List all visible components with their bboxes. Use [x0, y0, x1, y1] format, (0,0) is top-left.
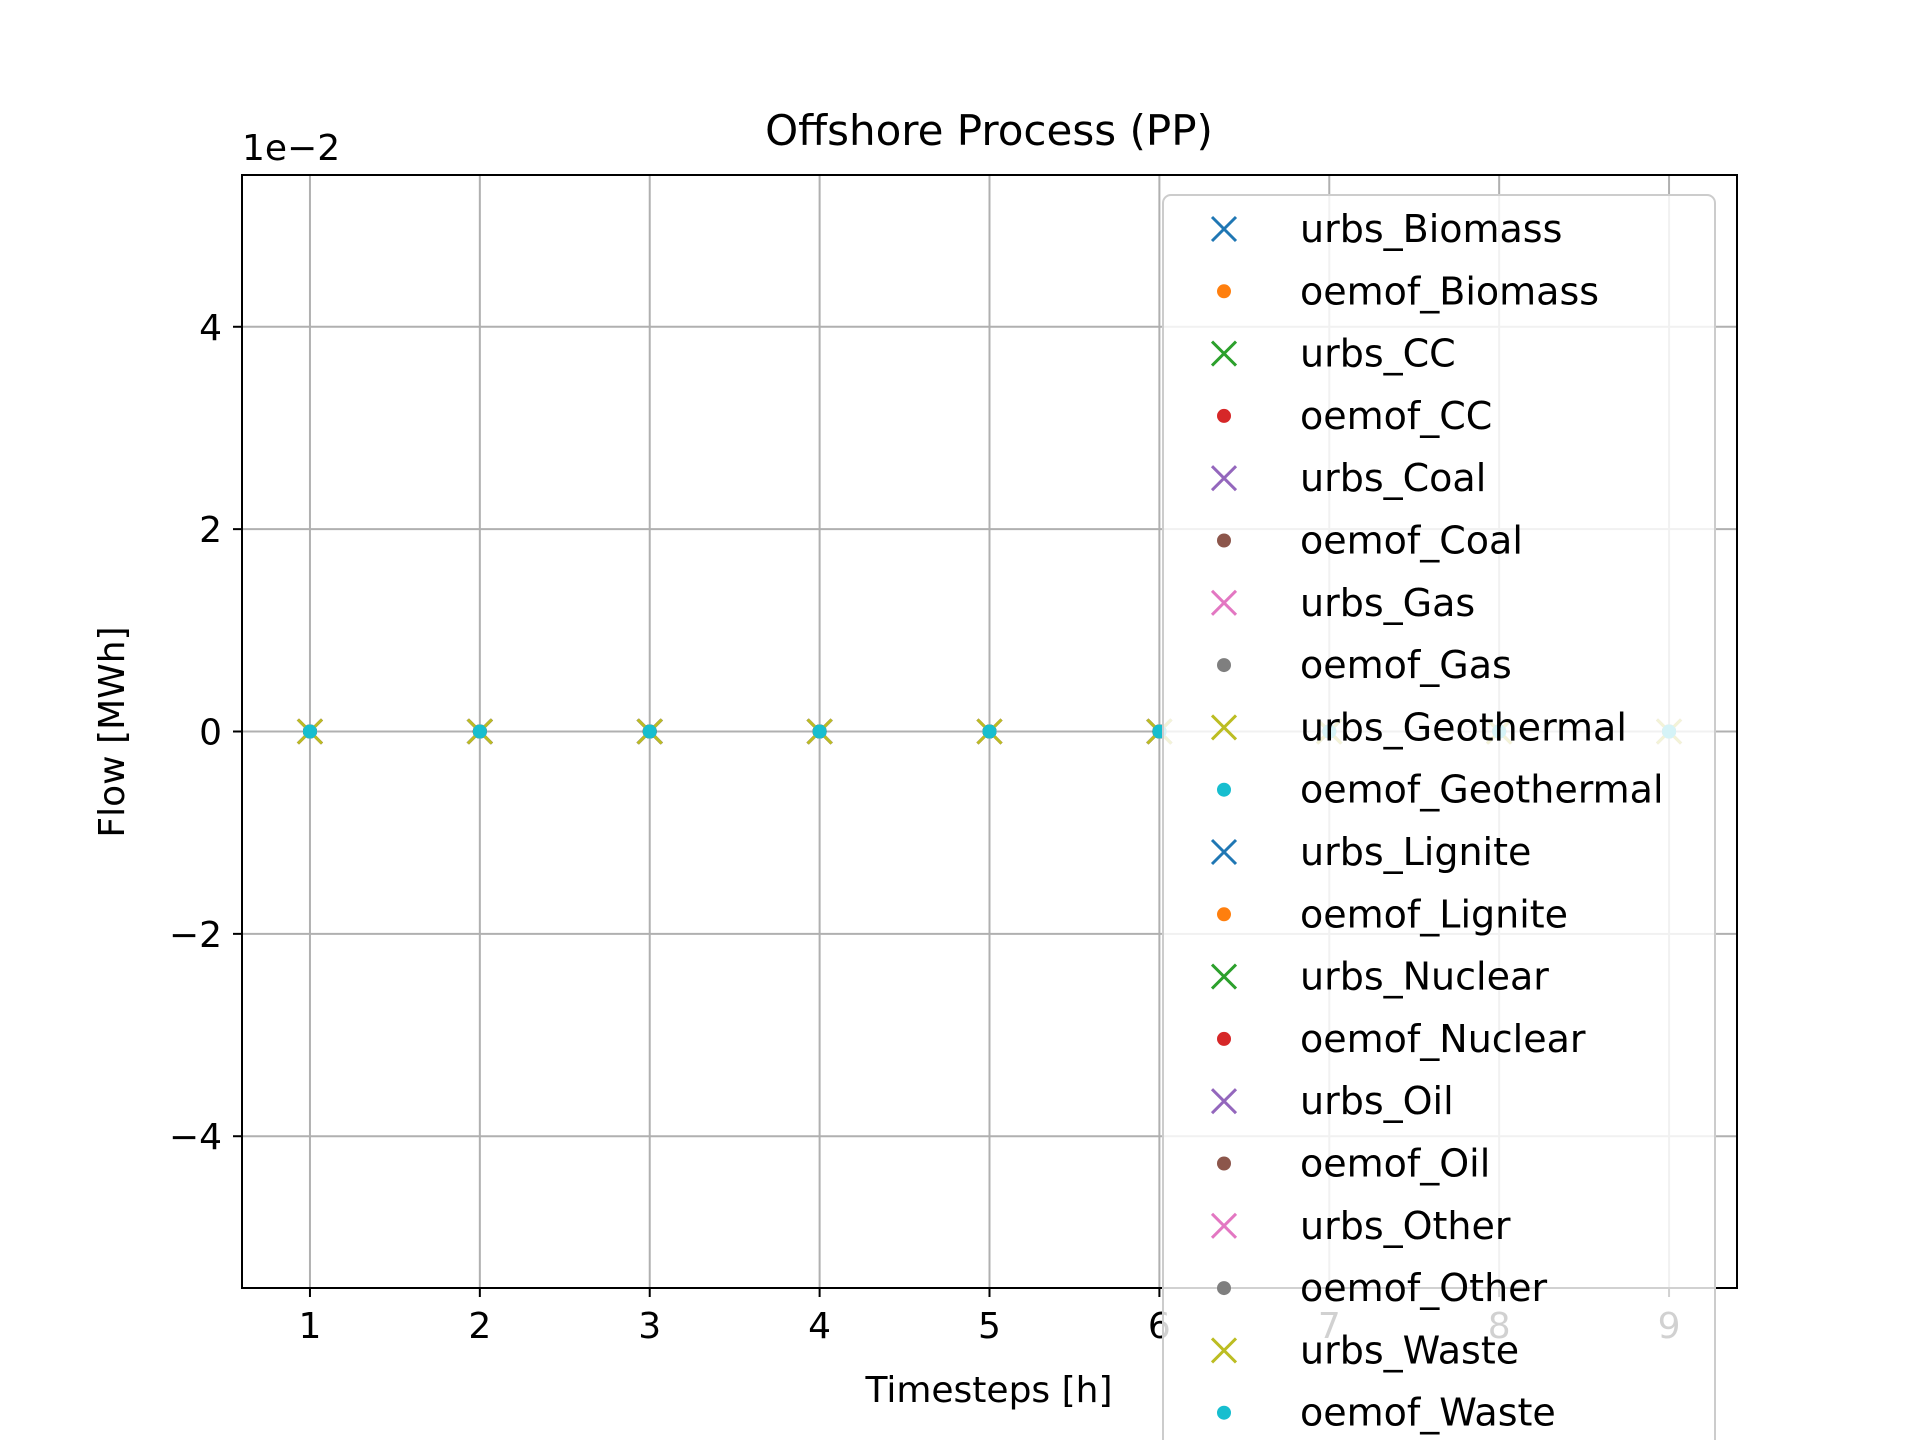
- y-tick-label: 2: [199, 510, 222, 551]
- legend-label: oemof_Oil: [1300, 1142, 1490, 1186]
- legend-label: urbs_Geothermal: [1300, 705, 1627, 749]
- legend-item: oemof_Biomass: [1217, 269, 1599, 313]
- marker-stroke: [1210, 1088, 1238, 1115]
- data-point: [302, 724, 317, 739]
- legend-item: oemof_Nuclear: [1217, 1017, 1586, 1061]
- y-tick-label: 4: [199, 308, 222, 349]
- legend-label: urbs_Lignite: [1300, 830, 1531, 874]
- chart-title: Offshore Process (PP): [765, 106, 1213, 155]
- legend-item: urbs_Coal: [1210, 456, 1486, 500]
- legend-marker: [1210, 1088, 1238, 1115]
- legend-label: oemof_Lignite: [1300, 892, 1568, 936]
- marker-stroke: [1210, 340, 1238, 367]
- legend-item: oemof_CC: [1217, 394, 1492, 438]
- data-point: [982, 724, 997, 739]
- legend-label: oemof_CC: [1300, 394, 1492, 438]
- legend-marker: [1210, 963, 1238, 990]
- legend-marker: [1217, 533, 1231, 548]
- legend-marker: [1210, 340, 1238, 367]
- marker-stroke: [1210, 1212, 1238, 1239]
- legend-marker: [1210, 1337, 1238, 1364]
- legend-item: urbs_Gas: [1210, 581, 1475, 625]
- legend-item: oemof_Lignite: [1217, 892, 1568, 936]
- legend-marker: [1210, 465, 1238, 492]
- marker-stroke: [1210, 589, 1238, 616]
- legend-marker: [1210, 589, 1238, 616]
- x-axis-label: Timesteps [h]: [864, 1370, 1112, 1411]
- legend-item: urbs_Other: [1210, 1204, 1511, 1248]
- legend-marker: [1217, 658, 1231, 673]
- legend-label: urbs_Nuclear: [1300, 955, 1549, 999]
- legend-label: urbs_Coal: [1300, 456, 1486, 500]
- legend-label: oemof_Biomass: [1300, 269, 1599, 313]
- legend-item: oemof_Oil: [1217, 1142, 1490, 1186]
- legend-label: urbs_Gas: [1300, 581, 1475, 625]
- legend-item: urbs_Lignite: [1210, 830, 1531, 874]
- legend-label: urbs_Oil: [1300, 1079, 1454, 1123]
- legend-marker: [1210, 1212, 1238, 1239]
- legend-marker: [1210, 714, 1238, 741]
- legend-label: oemof_Nuclear: [1300, 1017, 1586, 1061]
- x-tick-label: 5: [978, 1306, 1001, 1347]
- data-point: [812, 724, 827, 739]
- legend: urbs_Biomass oemof_Biomass urbs_CC oemof_CC…: [1162, 194, 1716, 1440]
- legend-marker: [1217, 1156, 1231, 1171]
- data-point: [642, 724, 657, 739]
- legend-label: oemof_Coal: [1300, 519, 1523, 563]
- legend-marker: [1217, 1031, 1231, 1046]
- legend-item: urbs_Oil: [1210, 1079, 1454, 1123]
- y-scale-label: 1e−2: [242, 128, 340, 169]
- legend-item: oemof_Waste: [1217, 1391, 1556, 1435]
- legend-label: oemof_Geothermal: [1300, 768, 1664, 812]
- x-tick-label: 2: [468, 1306, 491, 1347]
- legend-item: oemof_Gas: [1217, 643, 1512, 687]
- marker-stroke: [1210, 465, 1238, 492]
- legend-marker: [1217, 1405, 1231, 1420]
- legend-label: oemof_Waste: [1300, 1391, 1556, 1435]
- legend-item: urbs_Biomass: [1210, 207, 1562, 251]
- x-tick-label: 1: [299, 1306, 322, 1347]
- legend-marker: [1217, 408, 1231, 423]
- legend-item: oemof_Geothermal: [1217, 768, 1664, 812]
- y-tick-label: −2: [169, 915, 222, 956]
- legend-label: urbs_Biomass: [1300, 207, 1562, 251]
- legend-item: oemof_Coal: [1217, 519, 1523, 563]
- legend-label: urbs_Waste: [1300, 1328, 1519, 1372]
- legend-label: oemof_Other: [1300, 1266, 1548, 1310]
- marker-stroke: [1210, 1337, 1238, 1364]
- legend-label: oemof_Gas: [1300, 643, 1512, 687]
- x-tick-label: 4: [808, 1306, 831, 1347]
- legend-label: urbs_CC: [1300, 332, 1456, 376]
- legend-marker: [1210, 215, 1238, 243]
- legend-item: urbs_CC: [1210, 332, 1456, 376]
- legend-label: urbs_Other: [1300, 1204, 1511, 1248]
- legend-item: urbs_Geothermal: [1210, 705, 1627, 749]
- legend-box: [1162, 194, 1716, 1440]
- y-tick-label: 0: [199, 713, 222, 754]
- y-tick-label: −4: [169, 1117, 222, 1158]
- legend-item: urbs_Nuclear: [1210, 955, 1549, 999]
- x-tick-label: 3: [638, 1306, 661, 1347]
- legend-marker: [1217, 907, 1231, 922]
- marker-stroke: [1210, 714, 1238, 741]
- legend-marker: [1217, 782, 1231, 797]
- marker-stroke: [1210, 838, 1238, 866]
- legend-item: urbs_Waste: [1210, 1328, 1519, 1372]
- legend-marker: [1217, 284, 1231, 299]
- marker-stroke: [1210, 215, 1238, 243]
- legend-item: oemof_Other: [1217, 1266, 1548, 1310]
- marker-stroke: [1210, 963, 1238, 990]
- data-point: [472, 724, 487, 739]
- legend-marker: [1217, 1281, 1231, 1296]
- legend-marker: [1210, 838, 1238, 866]
- y-axis-label: Flow [MWh]: [92, 626, 133, 837]
